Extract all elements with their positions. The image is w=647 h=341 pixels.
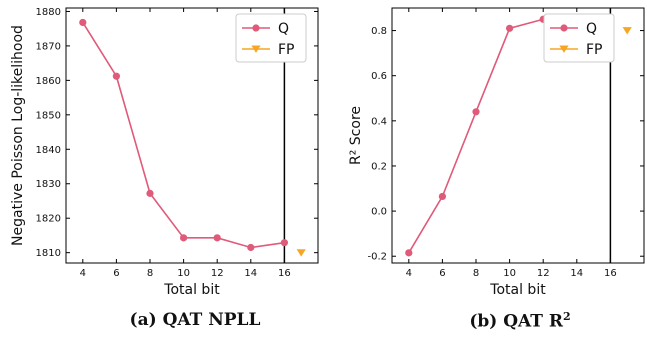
y-tick-label: -0.2: [367, 252, 387, 263]
axes-frame: [65, 7, 319, 264]
x-tick-label: 14: [244, 268, 257, 279]
x-tick-label: 10: [177, 268, 190, 279]
caption-a: (a) QAT NPLL: [129, 310, 261, 330]
x-tick-label: 4: [406, 268, 412, 279]
y-tick-label: 1820: [36, 214, 61, 225]
x-tick-label: 8: [147, 268, 153, 279]
series-q-point: [79, 18, 87, 27]
series-q-point: [438, 192, 446, 201]
caption-b-text: (b) QAT R: [469, 311, 563, 332]
legend-marker: [559, 45, 569, 53]
series-q-point: [247, 243, 255, 252]
legend-marker: [251, 45, 261, 53]
legend-marker: [252, 24, 260, 32]
legend-label: FP: [278, 42, 295, 58]
y-tick-label: 0.2: [371, 161, 387, 172]
x-tick-label: 12: [211, 268, 224, 279]
x-tick-label: 14: [570, 268, 583, 279]
legend-label: Q: [586, 21, 597, 37]
series-q-point: [180, 234, 188, 242]
x-axis-label: Total bit: [163, 282, 220, 298]
y-tick-label: 0.6: [371, 71, 387, 82]
panel-b-chart: 4 6 8 10 12 14 16 -0.2 0.0 0.2 0.4 0.6 0.8 Total bit R…: [348, 7, 645, 298]
series-q-point: [405, 249, 413, 257]
legend-box: [543, 13, 615, 63]
x-tick-label: 16: [278, 268, 291, 279]
legend-box: [235, 13, 307, 63]
y-tick-label: 0.4: [371, 116, 387, 127]
y-tick-label: 0.0: [371, 207, 387, 218]
legend-label: Q: [278, 21, 289, 37]
caption-b-superscript: 2: [563, 310, 571, 323]
caption-b: (b) QAT R2: [420, 310, 620, 332]
x-axis-label: Total bit: [489, 282, 546, 298]
y-tick-label: 1880: [36, 7, 61, 18]
legend-label: FP: [586, 42, 603, 58]
y-tick-label: 1850: [36, 110, 61, 121]
y-axis-label: Negative Poisson Log-likelihood: [10, 25, 26, 246]
x-tick-label: 16: [604, 268, 617, 279]
series-fp-point: [296, 249, 306, 257]
series-q-point: [146, 189, 154, 197]
x-tick-label: 10: [503, 268, 516, 279]
y-tick-label: 1860: [36, 76, 61, 87]
legend: Q FP: [543, 13, 615, 63]
y-tick-label: 0.8: [371, 26, 387, 37]
x-tick-label: 4: [80, 268, 86, 279]
y-tick-label: 1830: [36, 179, 61, 190]
axes-frame: [391, 7, 645, 264]
panel-a-chart: 4 6 8 10 12 14 16 1810 1820 1830 1840 1850 1860 1870 1…: [10, 7, 319, 298]
series-q-point: [213, 234, 221, 242]
series-q-point: [112, 72, 120, 80]
y-axis-label: R² Score: [348, 106, 364, 165]
x-tick-label: 12: [537, 268, 550, 279]
x-tick-label: 6: [439, 268, 445, 279]
x-tick-label: 8: [473, 268, 479, 279]
series-q-point: [506, 24, 514, 32]
series-q-point: [280, 239, 288, 247]
y-tick-label: 1810: [36, 248, 61, 259]
series-q-point: [472, 108, 480, 116]
y-tick-label: 1840: [36, 145, 61, 156]
y-tick-label: 1870: [36, 41, 61, 52]
legend: Q FP: [235, 13, 307, 63]
legend-marker: [560, 24, 568, 32]
series-fp-point: [622, 27, 632, 35]
x-tick-label: 6: [113, 268, 119, 279]
